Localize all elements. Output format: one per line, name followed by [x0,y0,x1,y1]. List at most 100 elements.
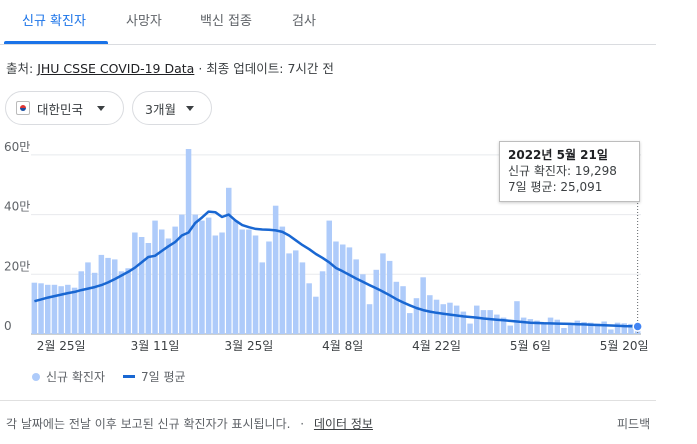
case-bar [386,260,393,334]
case-bar [246,229,252,334]
source-line: 출처: JHU CSSE COVID-19 Data · 최종 업데이트: 7시… [6,58,334,77]
case-bar [91,272,98,334]
case-bar [239,229,245,334]
case-bar [574,320,581,334]
case-bar [628,323,634,334]
case-bar [534,320,540,334]
case-bar [313,296,319,334]
source-separator: · [198,61,203,76]
case-bar [614,322,621,334]
case-bar [487,310,493,334]
case-bar [621,323,627,334]
case-bar [427,295,433,334]
x-tick-label: 5월 20일 [600,339,649,353]
case-bar [608,329,614,334]
case-bar [65,284,71,334]
case-bar [138,237,145,334]
footer-text: 각 날짜에는 전날 이후 보고된 신규 확진자가 표시됩니다. [6,417,291,431]
case-bar [547,317,554,334]
case-bar [333,241,339,334]
case-bar [507,325,513,334]
cases-chart[interactable]: 2월 25일 3월 11일 3월 25일 4월 8일 4월 22일 5월 6일 5월 20일… [0,130,660,365]
active-tab-indicator [4,41,108,44]
case-bar [272,205,279,334]
x-tick-label: 5월 6일 [510,339,551,353]
case-bar [400,286,406,334]
case-bar [78,271,84,334]
case-bar [192,214,198,334]
case-bar [346,247,353,334]
source-prefix: 출처: [6,61,34,76]
case-bar [85,262,91,334]
case-bar [58,286,64,334]
tooltip-cases: 신규 확진자: 19,298 [508,164,617,178]
x-tick-label: 4월 8일 [322,339,363,353]
tab-new-cases[interactable]: 신규 확진자 [22,14,86,29]
source-link[interactable]: JHU CSSE COVID-19 Data [37,61,195,76]
case-bar [393,281,400,334]
case-bar [71,287,78,334]
case-bar [132,232,138,334]
period-select-value: 3개월 [145,101,176,117]
case-bar [165,238,172,334]
chart-legend: 신규 확진자 7일 평균 [32,368,186,385]
case-bar [31,282,38,334]
case-bar [567,323,574,334]
tooltip-date: 2022년 5월 21일 [508,148,608,162]
case-bar [293,250,299,334]
y-tick-label: 0 [4,319,12,333]
hover-point [632,321,643,332]
tab-deaths[interactable]: 사망자 [126,14,162,29]
case-bar [467,323,473,334]
data-info-link[interactable]: 데이터 정보 [313,417,373,431]
y-tick-label: 20만 [4,259,30,273]
case-bar [494,314,500,334]
case-bar [145,243,152,334]
period-select[interactable]: 3개월 [132,91,212,125]
case-bar [252,235,259,334]
last-updated: 최종 업데이트: 7시간 전 [206,61,334,76]
case-bar [299,262,306,334]
case-bar [45,284,51,334]
tab-vaccinations[interactable]: 백신 접종 [200,14,252,29]
case-bar [366,304,373,334]
footer-note: 각 날짜에는 전날 이후 보고된 신규 확진자가 표시됩니다. · 데이터 정보 [6,415,373,432]
case-bar [286,253,292,334]
case-bar [433,299,440,334]
case-bar [360,274,366,334]
legend-bar-swatch [32,372,40,381]
case-bar [480,310,487,334]
case-bar [500,317,507,334]
y-tick-label: 40만 [4,200,30,214]
case-bar [212,235,219,334]
x-tick-label: 3월 11일 [131,339,180,353]
case-bar [266,241,272,334]
x-tick-label: 2월 25일 [37,339,86,353]
legend-line-swatch [123,375,136,378]
region-select-value: 대한민국 [37,101,84,117]
case-bar [199,220,205,334]
case-bar [98,254,105,334]
case-bar [125,268,131,334]
region-select[interactable]: 대한민국 [5,91,124,125]
chart-tooltip: 2022년 5월 21일 신규 확진자: 19,298 7일 평균: 25,09… [499,141,640,202]
case-bar [105,257,111,334]
case-bar [326,220,332,334]
tab-testing[interactable]: 검사 [292,14,316,29]
case-bar [581,322,587,334]
case-bar [413,298,420,334]
footer-divider [0,400,656,401]
case-bar [38,283,44,334]
case-bar [373,269,379,334]
case-bar [453,305,460,334]
case-bar [159,229,165,334]
case-bar [118,271,125,334]
case-bar [219,232,225,334]
x-tick-label: 3월 25일 [224,339,273,353]
case-bar [440,304,446,334]
chevron-down-icon [185,105,194,111]
feedback-link[interactable]: 피드백 [617,417,651,431]
case-bar [601,321,607,334]
case-bar [353,259,359,334]
case-bar [588,322,594,334]
